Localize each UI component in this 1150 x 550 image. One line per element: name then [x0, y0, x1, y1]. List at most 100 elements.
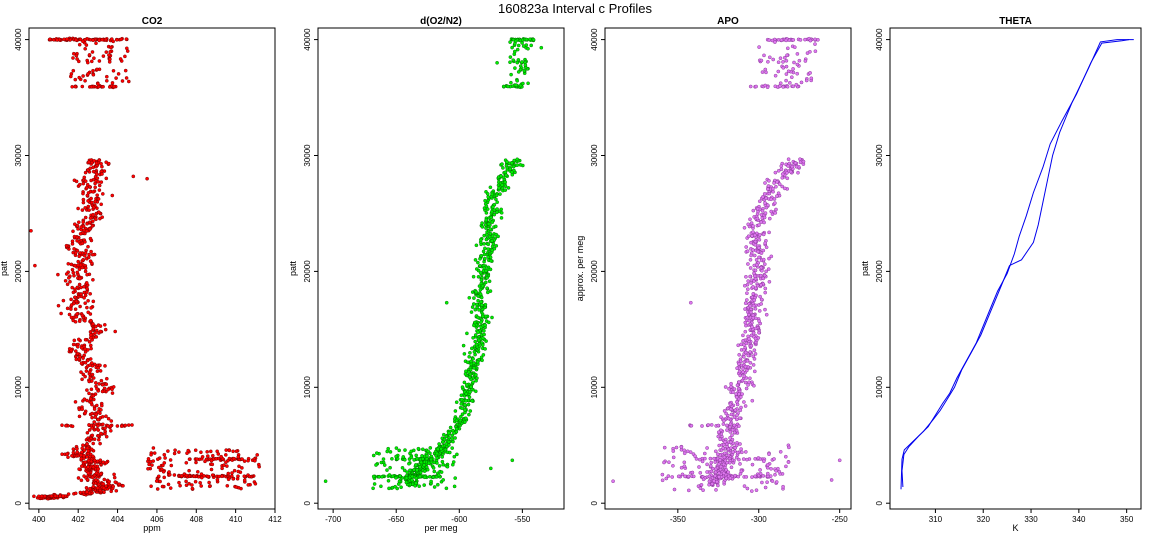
- scatter-point: [444, 300, 449, 305]
- scatter-point: [462, 380, 467, 385]
- scatter-point: [78, 276, 82, 281]
- scatter-point: [100, 382, 105, 387]
- scatter-point: [436, 473, 441, 478]
- scatter-point: [759, 58, 764, 63]
- scatter-point: [404, 476, 409, 480]
- scatter-point: [231, 477, 236, 481]
- scatter-point: [454, 400, 459, 405]
- scatter-point: [80, 407, 84, 412]
- scatter-point: [124, 37, 129, 41]
- scatter-point: [161, 469, 166, 474]
- scatter-point: [785, 176, 790, 181]
- scatter-point: [111, 69, 116, 73]
- scatter-point: [780, 184, 785, 189]
- scatter-point: [450, 428, 455, 433]
- scatter-point: [106, 387, 110, 392]
- scatter-point: [85, 388, 89, 392]
- scatter-point: [257, 464, 262, 469]
- scatter-point: [396, 482, 401, 486]
- scatter-point: [729, 384, 733, 389]
- scatter-point: [79, 345, 84, 350]
- scatter-point: [786, 164, 791, 168]
- scatter-point: [56, 303, 61, 308]
- scatter-point: [691, 474, 696, 479]
- scatter-point: [408, 468, 412, 473]
- scatter-point: [130, 423, 134, 427]
- scatter-point: [402, 468, 407, 473]
- scatter-point: [773, 84, 778, 89]
- scatter-point: [494, 197, 498, 202]
- scatter-point: [458, 418, 463, 423]
- scatter-point: [103, 322, 107, 327]
- scatter-point: [741, 457, 746, 461]
- scatter-point: [794, 164, 799, 169]
- scatter-point: [403, 448, 407, 452]
- scatter-point: [94, 161, 99, 165]
- scatter-point: [697, 465, 701, 469]
- scatter-point: [85, 430, 90, 435]
- scatter-point: [499, 210, 504, 215]
- scatter-point: [114, 76, 118, 80]
- scatter-point: [741, 333, 745, 338]
- scatter-point: [109, 419, 114, 423]
- scatter-point: [88, 291, 92, 296]
- scatter-point: [78, 37, 83, 42]
- scatter-point: [87, 53, 92, 57]
- scatter-point: [719, 415, 723, 419]
- scatter-point: [766, 203, 770, 207]
- scatter-point: [184, 483, 189, 488]
- scatter-point: [474, 372, 478, 377]
- scatter-point: [88, 438, 92, 443]
- scatter-point: [752, 348, 757, 353]
- scatter-point: [225, 483, 230, 488]
- scatter-point: [762, 220, 766, 225]
- scatter-point: [674, 445, 679, 450]
- scatter-point: [529, 43, 534, 48]
- scatter-point: [70, 85, 74, 89]
- scatter-point: [479, 253, 484, 258]
- scatter-point: [379, 460, 384, 465]
- scatter-point: [680, 472, 685, 477]
- scatter-point: [77, 59, 81, 64]
- scatter-point: [495, 210, 499, 215]
- scatter-point: [484, 237, 489, 242]
- scatter-point: [743, 404, 748, 408]
- scatter-point: [734, 443, 739, 448]
- scatter-point: [751, 354, 756, 359]
- scatter-point: [699, 483, 704, 487]
- scatter-point: [690, 470, 695, 475]
- scatter-point: [701, 477, 706, 482]
- scatter-point: [187, 457, 192, 462]
- scatter-point: [756, 456, 761, 460]
- scatter-point: [471, 335, 475, 340]
- scatter-point: [78, 251, 82, 255]
- scatter-point: [476, 260, 480, 265]
- scatter-point: [813, 49, 818, 54]
- scatter-point: [420, 454, 424, 458]
- scatter-point: [728, 440, 733, 445]
- scatter-point: [246, 458, 250, 463]
- scatter-point: [728, 436, 732, 440]
- scatter-point: [749, 253, 753, 258]
- scatter-point: [758, 471, 763, 476]
- scatter-point: [713, 470, 718, 475]
- scatter-point: [99, 202, 103, 207]
- scatter-point: [682, 460, 687, 465]
- scatter-point: [781, 484, 785, 489]
- scatter-point: [95, 193, 99, 197]
- scatter-point: [679, 445, 684, 449]
- scatter-point: [785, 84, 790, 89]
- y-tick-label: 10000: [590, 376, 599, 399]
- scatter-point: [757, 45, 761, 49]
- scatter-point: [73, 77, 78, 82]
- scatter-point: [70, 453, 74, 458]
- scatter-point: [705, 446, 709, 450]
- scatter-point: [107, 161, 111, 166]
- scatter-point: [749, 310, 753, 315]
- scatter-point: [490, 248, 495, 253]
- scatter-point: [466, 402, 471, 407]
- scatter-point: [101, 422, 105, 427]
- scatter-point: [91, 38, 95, 43]
- scatter-point: [91, 441, 95, 446]
- scatter-point: [714, 449, 718, 454]
